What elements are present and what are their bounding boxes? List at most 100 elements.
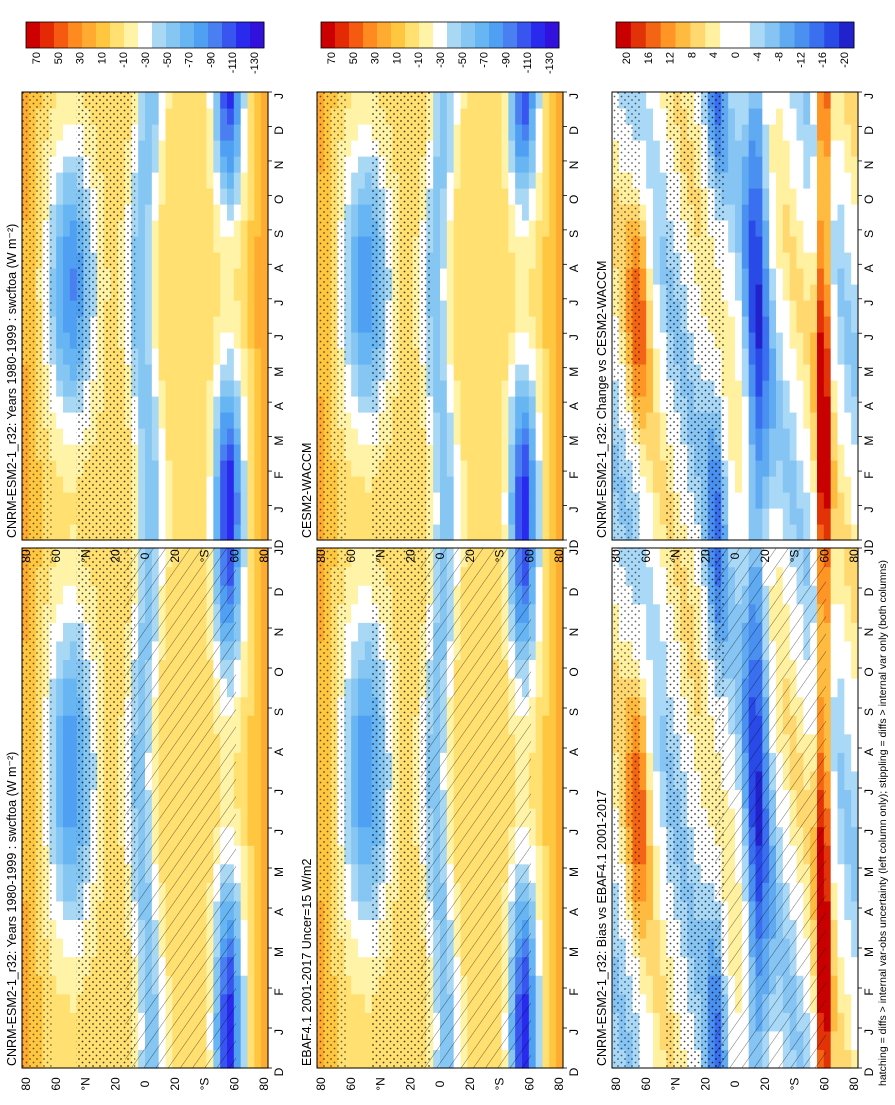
heatmap-cell	[364, 460, 373, 477]
heatmap-cell	[233, 252, 242, 269]
heatmap-cell	[247, 172, 255, 189]
heatmap-cell	[535, 316, 544, 333]
heatmap-cell	[254, 380, 262, 397]
heatmap-cell	[535, 585, 544, 605]
heatmap-cell	[56, 548, 64, 568]
heatmap-cell	[344, 548, 352, 568]
heatmap-cell	[254, 938, 262, 958]
heatmap-cell	[467, 492, 475, 509]
heatmap-cell	[49, 1049, 57, 1069]
heatmap-cell	[542, 622, 550, 642]
heatmap-cell	[344, 348, 352, 365]
heatmap-cell	[213, 316, 221, 333]
heatmap-cell	[351, 396, 359, 413]
heatmap-cell	[192, 524, 201, 541]
heatmap-cell	[261, 284, 269, 301]
heatmap-cell	[494, 300, 503, 317]
heatmap-cell	[549, 92, 557, 109]
heatmap-cell	[446, 124, 455, 141]
heatmap-cell	[515, 252, 523, 269]
y-tick-label: 20	[168, 1077, 182, 1091]
heatmap-cell	[261, 622, 269, 642]
heatmap-cell	[542, 252, 550, 269]
heatmap-cell	[851, 1012, 859, 1032]
heatmap-cell	[351, 348, 359, 365]
heatmap-cell	[233, 156, 242, 173]
heatmap-cell	[549, 188, 557, 205]
heatmap-cell	[481, 172, 489, 189]
heatmap-cell	[206, 252, 214, 269]
heatmap-cell	[474, 124, 482, 141]
heatmap-cell	[49, 492, 57, 509]
heatmap-cell	[446, 460, 455, 477]
heatmap-cell	[69, 380, 78, 397]
heatmap-cell	[240, 789, 249, 809]
heatmap-cell	[851, 975, 859, 995]
heatmap-cell	[474, 236, 482, 253]
heatmap-cell	[344, 715, 352, 735]
x-tick-label: D	[272, 539, 286, 548]
y-tick-label: °N	[79, 1077, 93, 1090]
heatmap-cell	[522, 364, 530, 381]
heatmap-cell	[364, 659, 373, 679]
heatmap-cell	[63, 156, 71, 173]
colorbar-frame	[25, 21, 265, 49]
heatmap-cell	[358, 476, 366, 493]
heatmap-cell	[240, 252, 249, 269]
heatmap-cell	[351, 1030, 359, 1051]
heatmap-cell	[165, 204, 173, 221]
heatmap-cell	[233, 919, 242, 939]
heatmap-cell	[528, 975, 537, 995]
heatmap-cell	[358, 428, 366, 445]
heatmap-cell	[199, 428, 208, 445]
heatmap-cell	[522, 124, 530, 141]
heatmap-cell	[199, 300, 208, 317]
heatmap-cell	[646, 789, 654, 809]
heatmap-cell	[515, 172, 523, 189]
heatmap-cell	[364, 268, 373, 285]
heatmap-cell	[358, 919, 366, 939]
heatmap-cell	[446, 92, 455, 109]
heatmap-cell	[233, 640, 242, 661]
heatmap-cell	[63, 396, 71, 413]
heatmap-cell	[522, 460, 530, 477]
heatmap-cell	[186, 428, 194, 445]
heatmap-cell	[254, 826, 262, 846]
heatmap-cell	[433, 348, 441, 365]
heatmap-cell	[535, 882, 544, 902]
heatmap-cell	[440, 156, 448, 173]
heatmap-cell	[433, 476, 441, 493]
heatmap-cell	[344, 220, 352, 237]
heatmap-cell	[247, 476, 255, 493]
heatmap-cell	[254, 332, 262, 349]
heatmap-cell	[199, 444, 208, 461]
heatmap-cell	[344, 770, 352, 791]
heatmap-cell	[542, 476, 550, 493]
heatmap-cell	[446, 348, 455, 365]
heatmap-cell	[179, 444, 187, 461]
heatmap-cell	[49, 188, 57, 205]
heatmap-cell	[63, 678, 71, 698]
heatmap-cell	[481, 284, 489, 301]
heatmap-cell	[344, 412, 352, 429]
heatmap-cell	[364, 975, 373, 995]
heatmap-cell	[240, 882, 249, 902]
heatmap-cell	[433, 300, 441, 317]
heatmap-cell	[522, 92, 530, 109]
colorbar-label: -110	[227, 52, 239, 73]
heatmap-cell	[254, 252, 262, 269]
heatmap-cell	[138, 268, 146, 285]
heatmap-cell	[151, 444, 160, 461]
heatmap-cell	[199, 204, 208, 221]
heatmap-cell	[56, 460, 64, 477]
heatmap-cell	[474, 220, 482, 237]
heatmap-cell	[344, 236, 352, 253]
heatmap-cell	[528, 938, 537, 958]
x-tick-label: S	[272, 708, 286, 716]
hatching	[420, 548, 532, 1068]
heatmap-cell	[549, 492, 557, 509]
heatmap-cell	[63, 316, 71, 333]
x-tick-label: O	[272, 195, 286, 204]
heatmap-cell	[542, 733, 550, 753]
